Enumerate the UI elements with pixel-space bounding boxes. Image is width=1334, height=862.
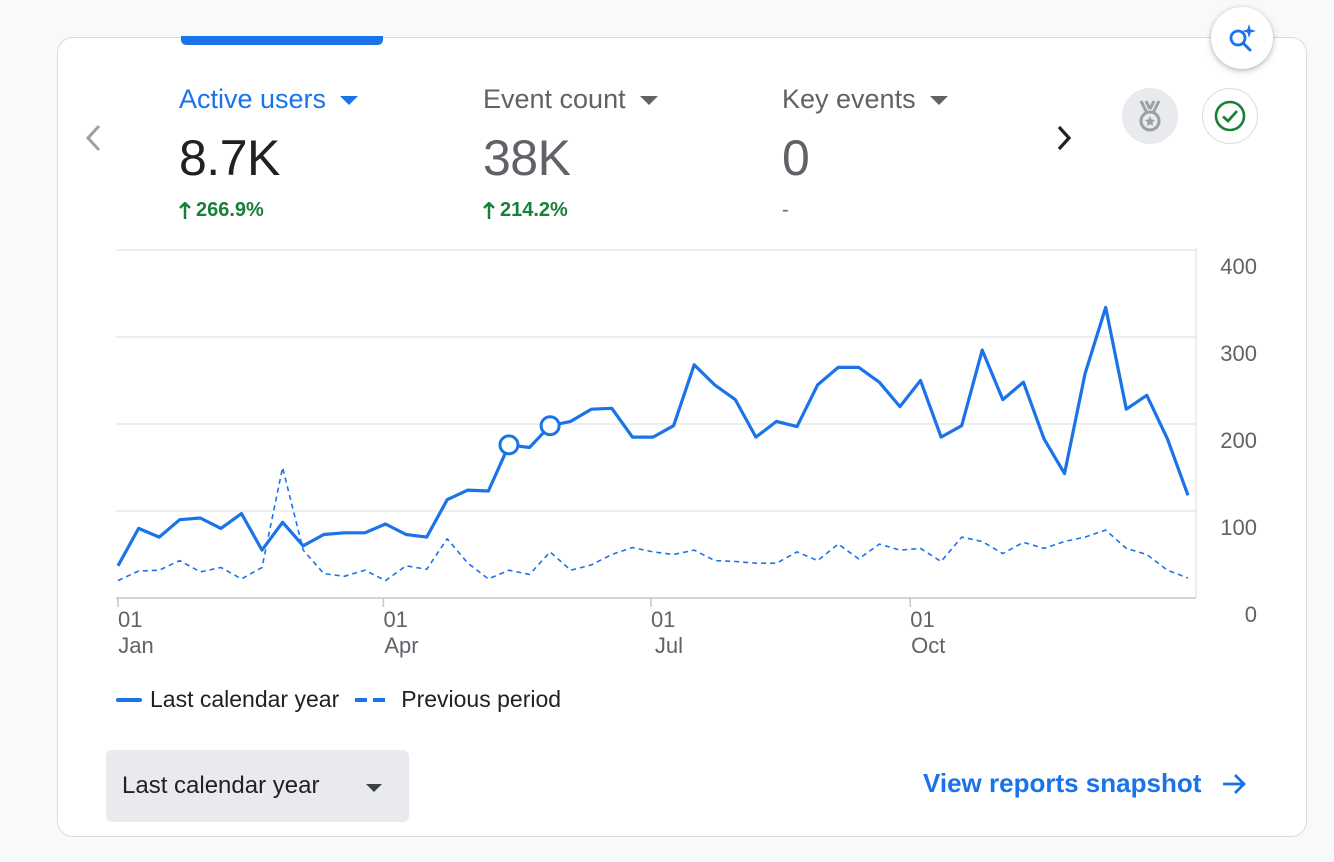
caret-down-icon (366, 784, 382, 792)
series-line-previous-period (117, 466, 1189, 582)
metric-value: 0 (782, 130, 810, 186)
y-tick-label: 100 (1220, 515, 1257, 540)
metric-label: Active users (179, 84, 327, 114)
metric-value: 8.7K (179, 130, 280, 186)
arrow-right-icon (1223, 773, 1247, 794)
x-tick-day: 01 (651, 607, 675, 632)
metric-tab-key-events[interactable]: Key events 0 - (782, 84, 948, 222)
previous-metrics-button[interactable] (80, 118, 108, 158)
home-overview-card (57, 37, 1307, 837)
metric-change-value: 214.2% (500, 199, 568, 221)
medal-badge (1122, 88, 1178, 144)
insights-search-button[interactable] (1211, 7, 1273, 69)
caret-down-icon (340, 96, 359, 105)
date-range-dropdown[interactable]: Last calendar year (106, 750, 409, 822)
x-tick-day: 01 (910, 607, 934, 632)
solid-line-swatch (116, 697, 142, 702)
metric-tab-active-users[interactable]: Active users 8.7K 266.9% (179, 84, 359, 222)
metric-change-value: - (782, 199, 789, 221)
view-reports-snapshot-link[interactable]: View reports snapshot (923, 768, 1247, 799)
y-tick-label: 400 (1220, 254, 1257, 279)
legend-item-current: Last calendar year (116, 686, 339, 713)
legend-item-previous: Previous period (355, 686, 561, 713)
check-circle-icon (1214, 100, 1246, 132)
highlighted-data-point (498, 434, 520, 456)
legend-label: Previous period (401, 686, 562, 712)
series-line-last-calendar-year (116, 305, 1190, 567)
arrow-up-icon (179, 201, 191, 219)
legend-label: Last calendar year (150, 686, 340, 712)
chevron-right-icon (1057, 125, 1072, 151)
x-tick-month: Oct (911, 633, 945, 658)
medal-icon (1139, 100, 1161, 132)
x-tick-day: 01 (118, 607, 142, 632)
data-quality-check-button[interactable] (1202, 88, 1258, 144)
x-tick-month: Apr (384, 633, 418, 658)
metric-change: 214.2% (483, 199, 658, 222)
caret-down-icon (639, 96, 658, 105)
caret-down-icon (929, 96, 948, 105)
metric-change-value: 266.9% (196, 199, 264, 221)
dashed-line-swatch (355, 697, 390, 702)
date-range-label: Last calendar year (122, 772, 320, 799)
arrow-up-icon (483, 201, 495, 219)
metric-change: - (782, 199, 948, 222)
x-tick-month: Jul (655, 633, 683, 658)
metric-label-dropdown[interactable]: Key events (782, 84, 948, 115)
metric-value: 38K (483, 130, 571, 186)
active-tab-indicator (181, 36, 383, 45)
x-tick-day: 01 (383, 607, 407, 632)
metric-change: 266.9% (179, 199, 358, 222)
chevron-left-icon (85, 124, 101, 152)
x-tick-month: Jan (118, 633, 153, 658)
next-metrics-button[interactable] (1048, 118, 1080, 158)
y-tick-label: 0 (1245, 602, 1257, 627)
chart-legend: Last calendar year Previous period (116, 686, 577, 713)
metric-label: Event count (483, 84, 626, 114)
y-tick-label: 200 (1220, 428, 1257, 453)
search-sparkle-icon (1229, 24, 1256, 52)
metric-label-dropdown[interactable]: Event count (483, 84, 658, 115)
view-reports-label: View reports snapshot (923, 768, 1202, 798)
metric-tab-event-count[interactable]: Event count 38K 214.2% (483, 84, 658, 222)
highlighted-data-point (539, 415, 561, 437)
metric-label: Key events (782, 84, 916, 114)
metric-label-dropdown[interactable]: Active users (179, 84, 359, 115)
y-tick-label: 300 (1220, 341, 1257, 366)
